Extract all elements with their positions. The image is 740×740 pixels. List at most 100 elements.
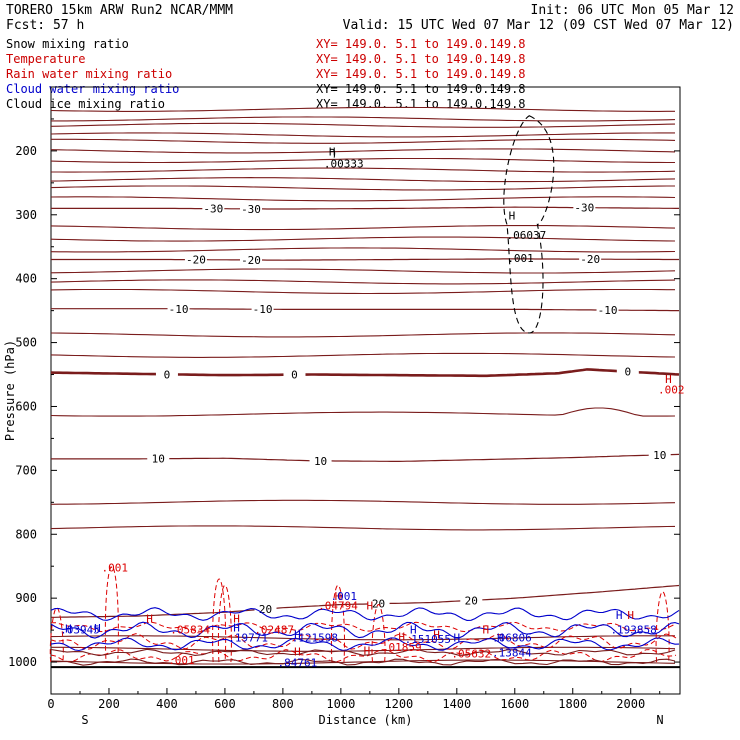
- cloud-water-value-label: .13844: [492, 646, 532, 659]
- isotherm-label: 20: [259, 603, 272, 616]
- rain-value-label: .01859: [382, 641, 422, 654]
- rain-contour: [49, 607, 64, 663]
- y-tick-label: 200: [15, 144, 37, 158]
- field-legend: Snow mixing ratio XY= 149.0. 5.1 to 149.0…: [6, 37, 526, 111]
- max-marker: H: [509, 209, 516, 222]
- x-tick-label: 1800: [558, 697, 587, 711]
- isotherm-label-bg: [579, 253, 602, 266]
- isotherm-label: -30: [241, 203, 261, 216]
- y-tick-label: 500: [15, 336, 37, 350]
- isotherm-line: [50, 635, 675, 641]
- cloud-water-contour: [50, 637, 680, 652]
- isotherm-line: [50, 525, 676, 531]
- isotherm-label-bg: [573, 201, 596, 214]
- x-tick-label: 800: [272, 697, 294, 711]
- max-marker: H: [65, 623, 72, 636]
- rain-contour: [50, 621, 677, 633]
- x-tick-label: 0: [47, 697, 54, 711]
- rain-contour: [655, 591, 670, 663]
- rain-value-label: .04794: [318, 600, 358, 613]
- field-xy-range: XY= 149.0. 5.1 to 149.0.149.8: [316, 37, 526, 51]
- isotherm-label: 20: [465, 594, 478, 607]
- isotherm-line: [51, 308, 679, 312]
- isotherm-label-bg: [251, 303, 274, 316]
- isotherm-label: -10: [169, 303, 189, 316]
- cloud-water-value-label: .06806: [492, 632, 532, 645]
- isotherm-line: [50, 132, 675, 138]
- y-axis-label: Pressure (hPa): [3, 340, 17, 441]
- max-marker: H: [233, 621, 240, 634]
- isotherm-line: [50, 352, 676, 358]
- cloud-water-contour: [50, 607, 680, 621]
- max-marker: H: [146, 612, 153, 625]
- x-tick-label: 200: [98, 697, 120, 711]
- x-tick-label: 1600: [500, 697, 529, 711]
- isotherm-label: 0: [164, 368, 171, 381]
- max-marker: H: [335, 590, 342, 603]
- isotherm-label: 10: [653, 449, 666, 462]
- rain-contour: [104, 565, 119, 659]
- isotherm-label: 0: [291, 369, 298, 382]
- max-marker: H: [482, 623, 489, 636]
- isotherm-line: [51, 167, 676, 173]
- cloud-water-value-label: .151055: [405, 633, 451, 646]
- isotherm-label: 0: [625, 366, 632, 379]
- field-label: Cloud ice mixing ratio: [6, 97, 165, 111]
- isotherm-line: [50, 658, 676, 666]
- isotherm-line: [51, 116, 676, 122]
- max-marker: H: [294, 646, 301, 659]
- rain-value-label: .001: [168, 654, 195, 667]
- max-marker: H: [453, 632, 460, 645]
- isotherm-label-bg: [240, 202, 263, 215]
- snow-value-label: .001: [507, 252, 534, 265]
- isotherm-line: [51, 453, 680, 462]
- valid-time: Valid: 15 UTC Wed 07 Mar 12 (09 CST Wed …: [343, 18, 734, 33]
- isotherm-line: [50, 288, 675, 295]
- x-tick-label: 600: [214, 697, 236, 711]
- snow-contour: [330, 148, 336, 158]
- rain-value-label: .002: [658, 384, 685, 397]
- x-tick-label: 400: [156, 697, 178, 711]
- isotherm-label-bg: [309, 454, 332, 467]
- y-tick-label: 600: [15, 399, 37, 413]
- field-label: Snow mixing ratio: [6, 37, 129, 51]
- y-tick-label: 1000: [8, 655, 37, 669]
- isotherm-label-bg: [167, 302, 190, 315]
- isotherm-line: [50, 368, 680, 378]
- isotherm-label-bg: [202, 202, 225, 215]
- isotherm-line: [50, 122, 676, 128]
- isotherm-line: [51, 584, 680, 618]
- init-time: Init: 06 UTC Mon 05 Mar 12: [531, 3, 735, 18]
- field-label: Temperature: [6, 52, 85, 66]
- cloud-water-value-label: .121598: [292, 632, 338, 645]
- field-xy-range: XY= 149.0. 5.1 to 149.0.149.8: [316, 67, 526, 81]
- isotherm-line: [50, 185, 675, 191]
- isotherm-line: [50, 148, 676, 154]
- field-xy-range: XY= 149.0. 5.1 to 149.0.149.8: [316, 82, 526, 96]
- rain-value-label: .001: [102, 561, 129, 574]
- isotherm-line: [50, 648, 676, 657]
- rain-contour: [330, 584, 345, 663]
- snow-contour: [503, 115, 555, 334]
- x-tick-label: 2000: [616, 697, 645, 711]
- isotherm-line: [50, 268, 676, 274]
- cloud-water-contour: [50, 621, 680, 639]
- y-tick-label: 300: [15, 208, 37, 222]
- max-marker: H: [433, 628, 440, 641]
- cloud-water-value-label: .03945: [60, 623, 100, 636]
- rain-value-label: .05632: [451, 648, 491, 661]
- max-marker: H: [233, 612, 240, 625]
- isotherm-line: [51, 258, 679, 261]
- snow-value-label: .00333: [324, 158, 364, 171]
- isotherm-label-bg: [283, 368, 306, 381]
- isotherm-line: [50, 177, 676, 183]
- y-tick-label: 700: [15, 463, 37, 477]
- isotherm-label: 10: [152, 453, 165, 466]
- max-marker: H: [94, 622, 101, 635]
- isotherm-label: -20: [580, 253, 600, 266]
- x-axis-label: Distance (km): [319, 713, 413, 727]
- x-tick-label: 1200: [384, 697, 413, 711]
- isotherm-label-bg: [240, 253, 263, 266]
- rain-value-label: .02487: [254, 623, 294, 636]
